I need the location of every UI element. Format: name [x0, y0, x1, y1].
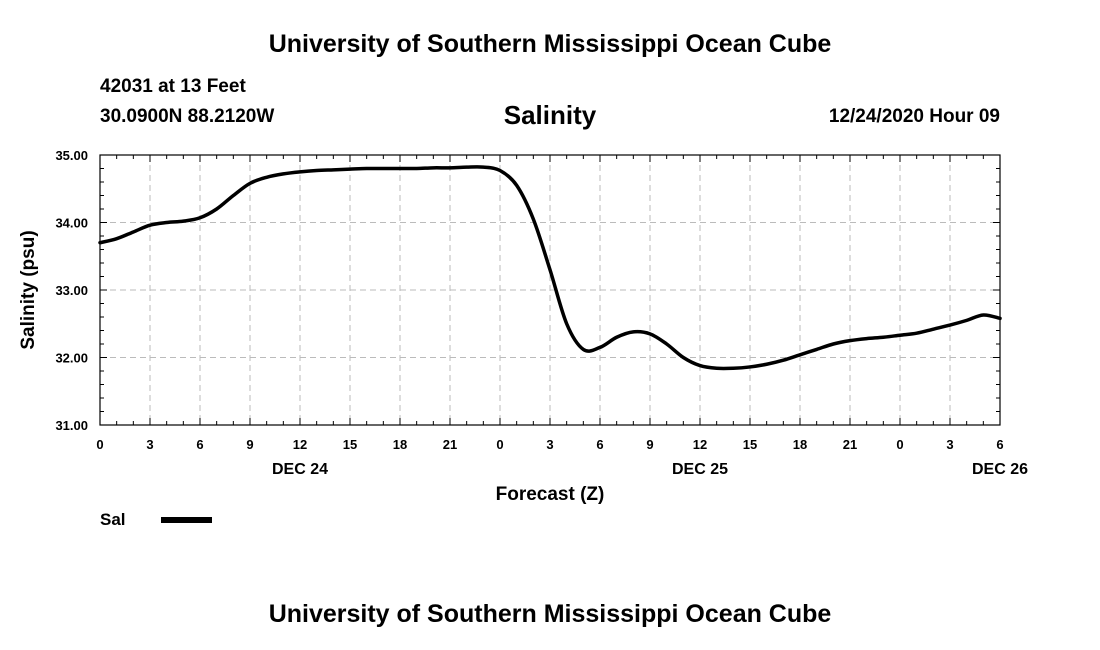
- y-axis-title: Salinity (psu): [18, 230, 39, 349]
- footer-title: University of Southern Mississippi Ocean…: [268, 600, 832, 628]
- x-tick-label: 0: [496, 437, 503, 452]
- date-label: DEC 25: [672, 461, 728, 478]
- x-tick-label: 6: [596, 437, 603, 452]
- parameter-title: Salinity: [503, 100, 597, 130]
- legend-label: Sal: [100, 510, 126, 529]
- x-axis-title: Forecast (Z): [496, 484, 605, 505]
- y-tick-label: 35.00: [55, 148, 88, 163]
- series-line-sal: [98, 165, 1002, 371]
- x-tick-label: 18: [393, 437, 407, 452]
- station-coordinates: 30.0900N 88.2120W: [100, 106, 275, 127]
- x-tick-label: 15: [743, 437, 757, 452]
- x-tick-label: 21: [843, 437, 857, 452]
- forecast-datetime: 12/24/2020 Hour 09: [828, 106, 1000, 127]
- x-tick-label: 0: [896, 437, 903, 452]
- x-tick-label: 21: [443, 437, 457, 452]
- x-tick-label: 9: [646, 437, 653, 452]
- page-title: University of Southern Mississippi Ocean…: [268, 30, 832, 58]
- y-tick-label: 32.00: [55, 351, 88, 366]
- x-tick-label: 12: [293, 437, 307, 452]
- date-label: DEC 26: [972, 461, 1028, 478]
- x-tick-label: 3: [546, 437, 553, 452]
- x-tick-label: 6: [996, 437, 1003, 452]
- y-tick-label: 34.00: [55, 216, 88, 231]
- x-tick-label: 9: [246, 437, 253, 452]
- x-tick-label: 6: [196, 437, 203, 452]
- legend-swatch: [161, 517, 212, 523]
- x-tick-label: 3: [146, 437, 153, 452]
- y-tick-label: 31.00: [55, 418, 88, 433]
- station-label: 42031 at 13 Feet: [100, 76, 246, 97]
- date-label: DEC 24: [272, 461, 328, 478]
- x-tick-label: 3: [946, 437, 953, 452]
- x-tick-label: 15: [343, 437, 357, 452]
- x-tick-label: 12: [693, 437, 707, 452]
- y-tick-label: 33.00: [55, 283, 88, 298]
- x-tick-label: 0: [96, 437, 103, 452]
- x-tick-label: 18: [793, 437, 807, 452]
